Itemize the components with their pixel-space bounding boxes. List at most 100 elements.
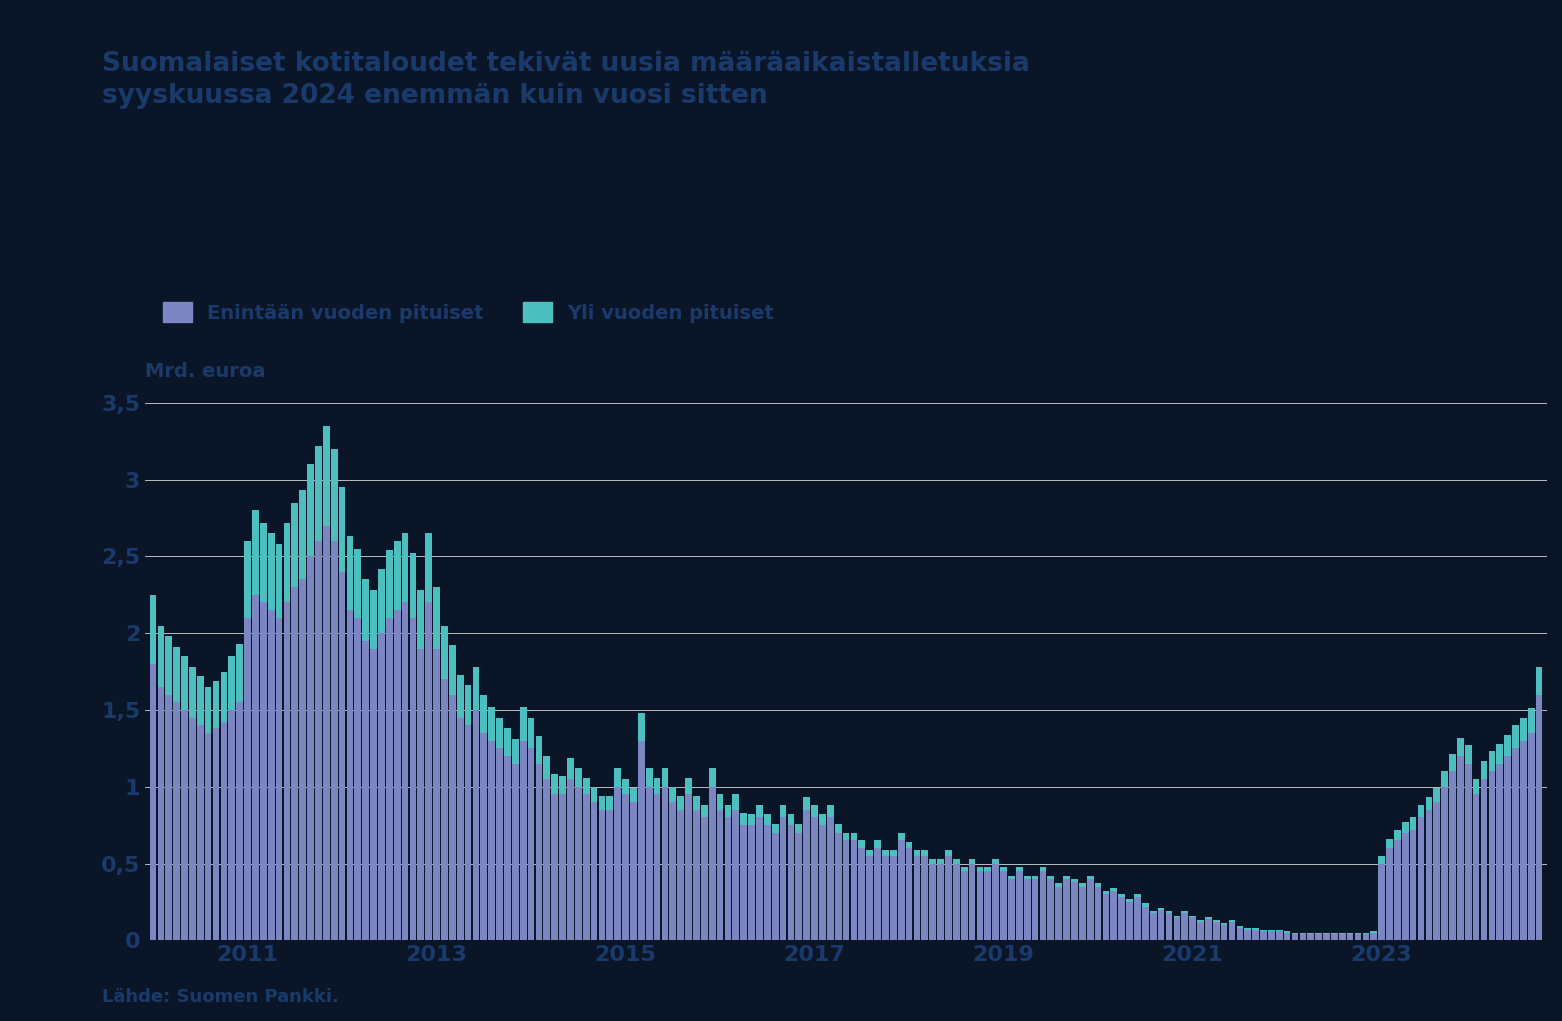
Bar — [300, 580, 306, 940]
Bar — [1307, 932, 1314, 934]
Bar — [1535, 667, 1542, 694]
Bar — [1426, 810, 1432, 940]
Bar — [779, 818, 786, 940]
Bar — [1434, 803, 1440, 940]
Bar — [686, 778, 692, 794]
Bar — [637, 713, 645, 740]
Bar — [1023, 876, 1031, 879]
Bar — [1512, 748, 1518, 940]
Bar — [512, 764, 519, 940]
Bar — [929, 864, 936, 940]
Bar — [1418, 818, 1425, 940]
Bar — [1331, 934, 1337, 940]
Bar — [984, 871, 992, 940]
Bar — [1473, 794, 1479, 940]
Bar — [937, 859, 943, 864]
Bar — [323, 426, 330, 526]
Bar — [1292, 932, 1298, 934]
Bar — [355, 618, 361, 940]
Bar — [1007, 879, 1015, 940]
Bar — [1048, 876, 1054, 879]
Bar — [536, 736, 542, 764]
Bar — [158, 626, 164, 687]
Bar — [212, 681, 219, 728]
Bar — [1401, 833, 1409, 940]
Bar — [748, 815, 754, 825]
Bar — [189, 718, 195, 940]
Bar — [544, 779, 550, 940]
Bar — [567, 758, 573, 779]
Bar — [843, 840, 850, 940]
Bar — [992, 859, 1000, 864]
Bar — [1434, 788, 1440, 803]
Bar — [1401, 822, 1409, 833]
Bar — [826, 818, 834, 940]
Bar — [401, 533, 408, 602]
Bar — [323, 526, 330, 940]
Bar — [1212, 922, 1220, 940]
Bar — [1276, 929, 1282, 931]
Bar — [1181, 913, 1189, 940]
Bar — [284, 602, 291, 940]
Bar — [275, 618, 283, 940]
Bar — [497, 718, 503, 748]
Bar — [1237, 928, 1243, 940]
Bar — [417, 590, 425, 648]
Bar — [551, 775, 558, 794]
Bar — [795, 833, 803, 940]
Bar — [489, 740, 495, 940]
Bar — [764, 815, 770, 825]
Bar — [748, 825, 754, 940]
Bar — [914, 849, 920, 856]
Bar — [448, 694, 456, 940]
Bar — [764, 825, 770, 940]
Bar — [409, 618, 415, 940]
Bar — [1346, 932, 1353, 934]
Bar — [362, 641, 369, 940]
Bar — [1473, 779, 1479, 794]
Bar — [300, 490, 306, 580]
Bar — [1393, 830, 1401, 840]
Bar — [1173, 917, 1181, 940]
Bar — [559, 794, 565, 940]
Bar — [1079, 886, 1086, 940]
Bar — [1362, 934, 1370, 940]
Bar — [386, 618, 392, 940]
Bar — [1450, 772, 1456, 940]
Bar — [756, 806, 762, 818]
Bar — [906, 842, 912, 848]
Bar — [1189, 917, 1196, 940]
Bar — [678, 796, 684, 810]
Legend: Enintään vuoden pituiset, Yli vuoden pituiset: Enintään vuoden pituiset, Yli vuoden pit… — [155, 294, 783, 331]
Bar — [614, 787, 622, 940]
Bar — [733, 794, 739, 810]
Bar — [1007, 876, 1015, 879]
Bar — [1512, 725, 1518, 748]
Bar — [331, 541, 337, 940]
Bar — [1196, 920, 1204, 922]
Bar — [1481, 761, 1487, 779]
Bar — [292, 587, 298, 940]
Bar — [1520, 718, 1526, 740]
Bar — [473, 710, 480, 940]
Bar — [818, 815, 826, 825]
Bar — [1245, 929, 1251, 940]
Bar — [1535, 694, 1542, 940]
Bar — [945, 856, 951, 940]
Bar — [725, 818, 731, 940]
Bar — [984, 867, 992, 871]
Bar — [843, 833, 850, 840]
Bar — [1481, 779, 1487, 940]
Bar — [308, 465, 314, 556]
Bar — [875, 848, 881, 940]
Bar — [347, 536, 353, 611]
Bar — [787, 815, 795, 825]
Text: Suomalaiset kotitaloudet tekivät uusia määräaikaistalletuksia
syyskuussa 2024 en: Suomalaiset kotitaloudet tekivät uusia m… — [102, 51, 1029, 109]
Bar — [1000, 867, 1007, 871]
Bar — [1245, 928, 1251, 929]
Bar — [914, 856, 920, 940]
Bar — [481, 733, 487, 940]
Text: Lähde: Suomen Pankki.: Lähde: Suomen Pankki. — [102, 987, 339, 1006]
Bar — [1015, 867, 1023, 871]
Bar — [756, 818, 762, 940]
